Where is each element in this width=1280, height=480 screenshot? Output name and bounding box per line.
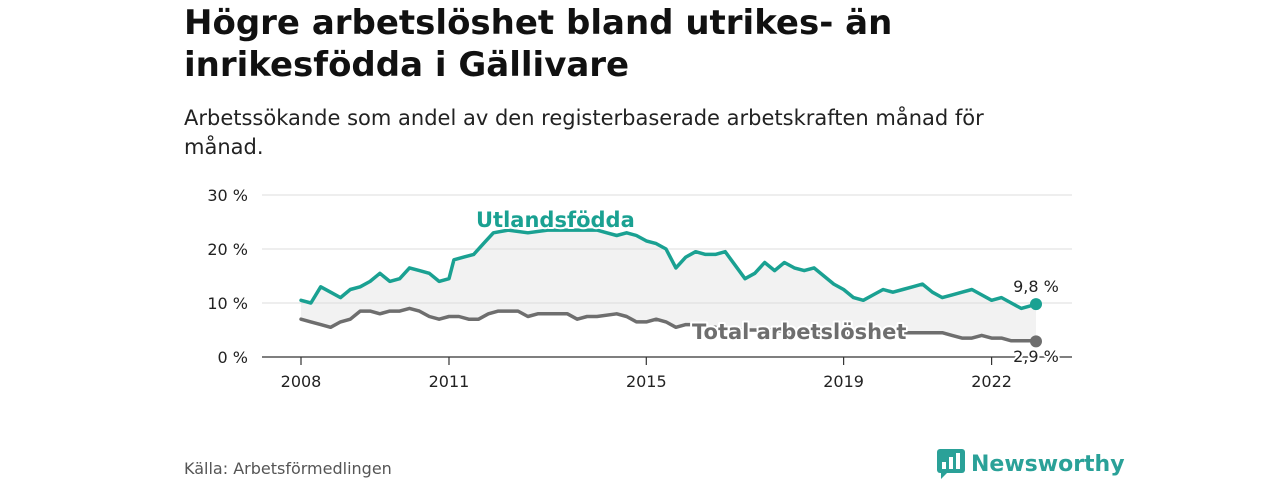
y-tick-label: 10 % [207,294,248,313]
x-tick-label: 2015 [626,372,667,391]
brand-logo[interactable]: Newsworthy [937,449,1125,479]
x-tick-label: 2019 [823,372,864,391]
y-tick-label: 30 % [207,186,248,205]
x-tick-label: 2011 [429,372,470,391]
brand-name: Newsworthy [971,451,1125,477]
gap-band [301,230,1036,342]
line-chart: 0 % 10 % 20 % 30 % 2008 2011 2015 2019 2022 Utlan… [207,186,1072,391]
end-point-total [1030,335,1042,348]
end-value-utlandsfodda: 9,8 % [1013,277,1059,296]
series-line-utlandsfodda [299,228,1038,311]
end-value-total: 2,9 % [1013,347,1059,366]
series-line-total [299,306,1038,344]
x-tick-label: 2022 [971,372,1012,391]
page-title: Högre arbetslöshet bland utrikes- än inr… [184,3,893,85]
y-tick-label: 0 % [218,348,248,367]
y-tick-label: 20 % [207,240,248,259]
source-note: Källa: Arbetsförmedlingen [184,459,392,478]
newsworthy-logo-icon [937,449,965,479]
series-label-total: Total arbetslöshet [692,320,906,344]
x-tick-label: 2008 [281,372,322,391]
end-point-utlandsfodda [1030,298,1042,311]
chart-subtitle: Arbetssökande som andel av den registerb… [184,106,984,159]
series-label-utlandsfodda: Utlandsfödda [476,208,635,232]
